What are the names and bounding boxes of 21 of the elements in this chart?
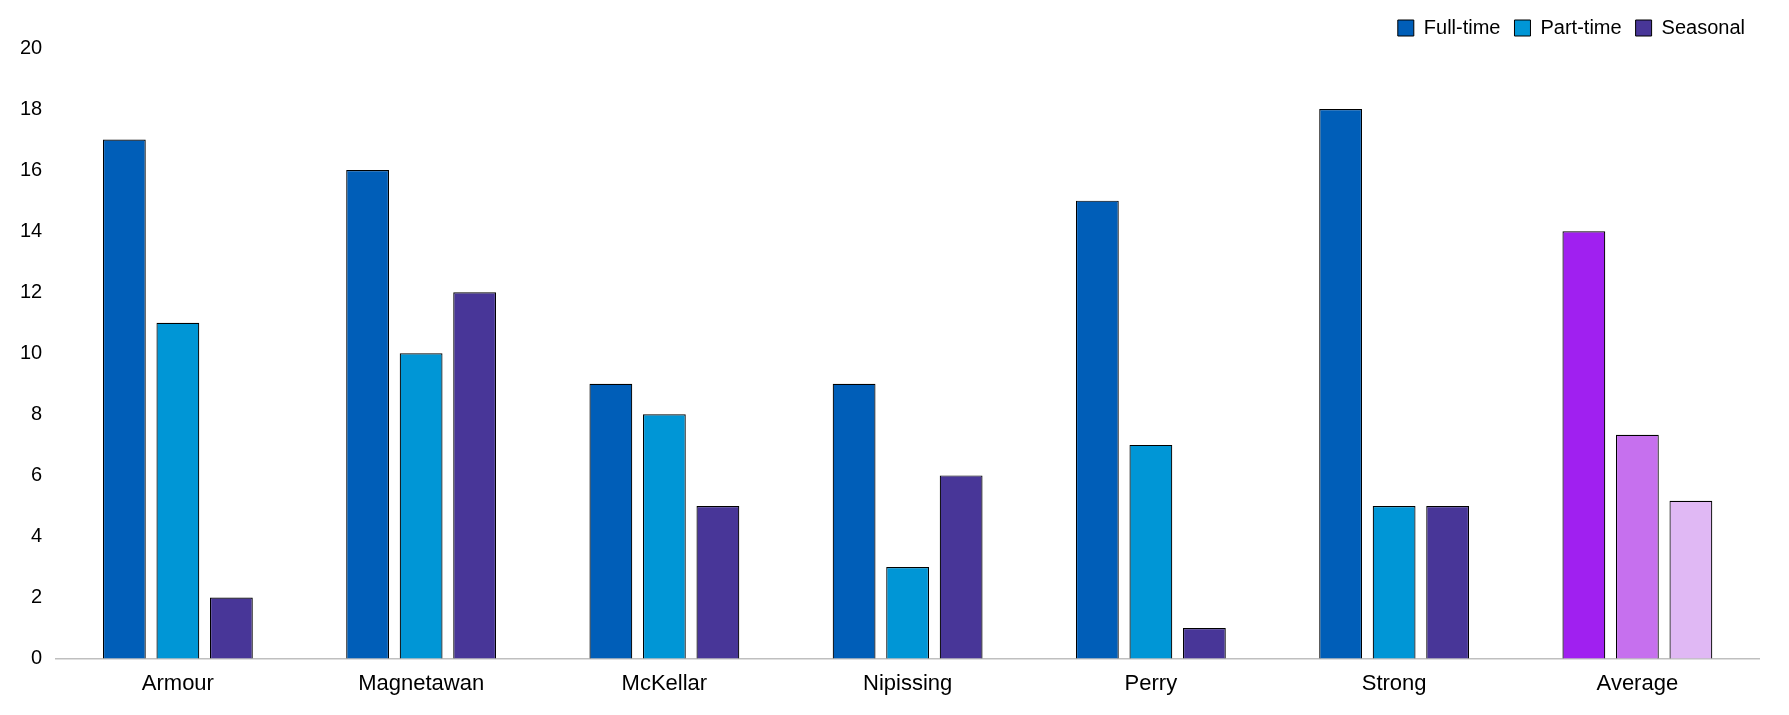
y-tick-label: 18 [20, 96, 43, 119]
legend-label: Part-time [1540, 15, 1622, 38]
x-tick-label: Nipissing [862, 669, 953, 695]
x-tick-label: Armour [141, 669, 214, 695]
x-tick-label: McKellar [621, 669, 708, 695]
y-tick-label: 6 [31, 462, 43, 485]
y-tick-label: 10 [20, 340, 43, 363]
x-tick-label: Average [1596, 669, 1679, 695]
y-tick-label: 4 [31, 524, 43, 546]
y-tick-label: 12 [20, 279, 43, 302]
y-tick-label: 20 [20, 35, 43, 58]
legend-label: Full-time [1423, 15, 1501, 38]
y-tick-label: 8 [31, 401, 43, 424]
y-tick-label: 2 [31, 585, 43, 608]
x-tick-label: Magnetawan [358, 669, 485, 695]
y-tick-label: 0 [31, 646, 43, 669]
y-tick-label: 14 [20, 218, 43, 241]
x-tick-label: Perry [1124, 669, 1178, 695]
y-tick-label: 16 [20, 157, 43, 180]
x-tick-label: Strong [1361, 669, 1427, 695]
legend-label: Seasonal [1661, 15, 1746, 38]
